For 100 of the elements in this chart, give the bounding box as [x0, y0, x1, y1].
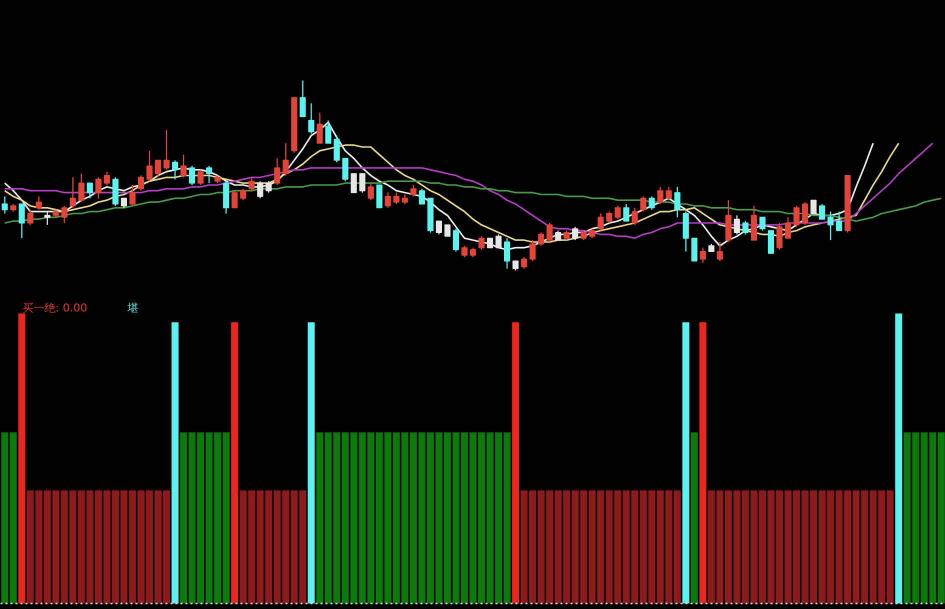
candlestick: [478, 236, 485, 250]
bar: [172, 322, 179, 604]
candlestick: [759, 216, 766, 232]
candlestick: [793, 205, 800, 228]
candlestick: [282, 142, 289, 176]
candlestick: [308, 102, 314, 134]
candlestick: [402, 194, 408, 205]
bar: [1, 432, 8, 604]
candlestick: [120, 198, 127, 208]
candlestick: [257, 180, 264, 199]
candlestick: [95, 176, 102, 199]
candlestick: [648, 196, 655, 210]
candlestick: [452, 228, 460, 252]
candlestick: [470, 247, 476, 258]
candlestick: [350, 173, 357, 194]
candlestick: [61, 205, 68, 224]
candlestick: [776, 222, 783, 250]
candlestick: [674, 186, 680, 218]
candlestick: [316, 112, 323, 144]
candlestick: [589, 228, 596, 239]
bar: [938, 432, 945, 604]
candlestick: [504, 238, 510, 270]
candlestick: [836, 211, 842, 232]
candlestick: [572, 226, 578, 241]
candlestick: [666, 186, 672, 201]
candlestick: [104, 171, 110, 186]
bar: [631, 490, 638, 604]
candlestick: [640, 196, 646, 212]
candlestick: [530, 240, 536, 262]
candlestick: [614, 205, 621, 220]
bar: [895, 314, 902, 604]
candlestick: [768, 230, 774, 254]
candlestick: [461, 245, 468, 258]
candlestick: [802, 202, 808, 226]
candlestick: [86, 182, 93, 199]
bar: [10, 432, 17, 604]
bar: [682, 322, 690, 604]
candlestick: [734, 214, 740, 235]
candlestick: [274, 158, 280, 186]
candlestick: [691, 238, 698, 262]
candlestick: [198, 169, 204, 186]
candlestick: [393, 192, 400, 205]
candlestick: [129, 184, 136, 206]
candlestick: [606, 211, 612, 224]
bar: [699, 322, 706, 604]
bar: [316, 432, 324, 604]
candlestick: [742, 220, 748, 235]
bar: [690, 432, 698, 604]
candlestick: [384, 192, 391, 208]
candlestick: [27, 209, 34, 226]
candlestick: [266, 180, 272, 194]
candlestick: [810, 200, 817, 214]
candlestick: [623, 203, 630, 222]
candlestick: [18, 203, 25, 239]
candlestick: [300, 80, 306, 118]
bar: [231, 322, 238, 604]
candlestick: [368, 182, 374, 201]
annotation: 堪: [126, 302, 138, 314]
candlestick: [376, 184, 382, 208]
candlestick: [657, 186, 664, 205]
candlestick: [172, 160, 178, 180]
candlestick: [44, 211, 50, 226]
candlestick: [546, 222, 553, 243]
candlestick: [784, 216, 792, 239]
bar: [308, 322, 315, 604]
candlestick: [444, 224, 451, 237]
candlestick: [146, 150, 153, 182]
candlestick: [632, 207, 638, 226]
candlestick: [180, 154, 187, 178]
candlestick: [189, 165, 196, 186]
candlestick: [700, 247, 706, 264]
candlestick: [716, 241, 723, 262]
candlestick: [334, 135, 340, 163]
candlestick: [436, 220, 442, 235]
candlestick: [70, 176, 76, 208]
candlestick: [564, 230, 570, 241]
candlestick: [2, 196, 8, 214]
candlestick: [248, 176, 255, 192]
candlestick: [163, 129, 170, 170]
candlestick: [138, 174, 144, 192]
candlestick: [538, 232, 544, 246]
candlestick: [36, 196, 42, 210]
candlestick: [240, 188, 246, 201]
candlestick: [410, 184, 416, 197]
candlestick: [232, 190, 238, 208]
candlestick: [342, 158, 348, 182]
candlestick: [154, 160, 162, 178]
bar: [622, 490, 630, 604]
candlestick: [78, 173, 84, 203]
bar: [512, 322, 520, 604]
candlestick: [359, 173, 366, 194]
candlestick: [819, 203, 826, 220]
candlestick: [325, 120, 332, 144]
candlestick: [512, 260, 519, 272]
candlestick: [418, 188, 425, 205]
candlestick: [521, 256, 528, 270]
candlestick: [828, 211, 834, 241]
candlestick: [206, 165, 212, 184]
candlestick: [598, 212, 604, 232]
candlestick: [580, 230, 587, 241]
